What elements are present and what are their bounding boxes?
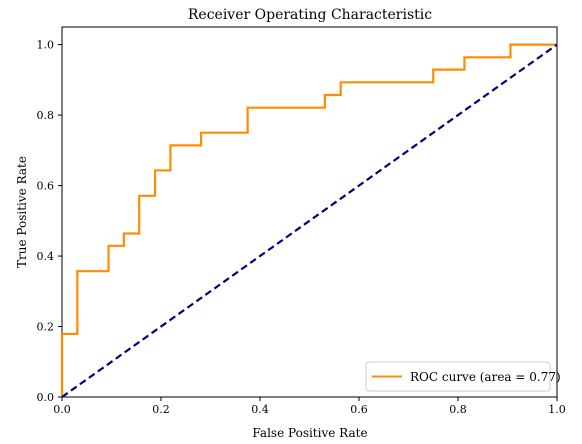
legend-label-roc-curve: ROC curve (area = 0.77): [410, 370, 561, 384]
chart-title: Receiver Operating Characteristic: [188, 7, 432, 23]
legend: ROC curve (area = 0.77): [365, 361, 561, 392]
legend-box: [365, 361, 551, 392]
y-tick-label: 0.0: [37, 391, 55, 404]
x-tick-label: 1.0: [548, 403, 566, 416]
x-tick-label: 0.0: [53, 403, 71, 416]
x-tick-label: 0.2: [152, 403, 170, 416]
x-axis-ticks: 0.0 0.2 0.4 0.6 0.8 1.0: [53, 397, 566, 416]
y-axis-label: True Positive Rate: [15, 156, 29, 268]
chance-diagonal-line: [61, 43, 558, 398]
roc-curve-line: [60, 43, 557, 397]
x-tick-label: 0.6: [350, 403, 368, 416]
y-tick-label: 0.4: [37, 250, 55, 263]
x-tick-label: 0.4: [251, 403, 269, 416]
plot-frame: [61, 26, 558, 398]
x-axis-label: False Positive Rate: [252, 426, 367, 440]
y-tick-label: 0.2: [37, 321, 55, 334]
x-tick-label: 0.8: [449, 403, 467, 416]
y-tick-label: 0.6: [37, 180, 55, 193]
series-layer: [60, 43, 558, 398]
y-tick-label: 1.0: [37, 39, 55, 52]
y-axis-ticks: 0.0 0.2 0.4 0.6 0.8 1.0: [37, 39, 62, 404]
y-tick-label: 0.8: [37, 109, 55, 122]
